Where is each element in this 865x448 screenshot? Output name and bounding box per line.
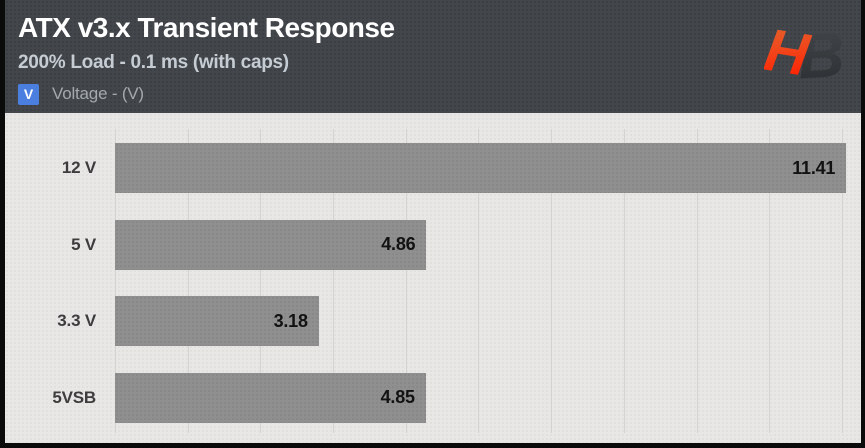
voltage-legend-icon: V <box>18 83 39 105</box>
value-label: 4.86 <box>381 234 416 255</box>
plot-area: 12 V 11.41 5 V 4.86 3.3 V 3.18 5VSB 4.85 <box>5 113 861 443</box>
gridlines <box>115 129 861 433</box>
category-label: 5 V <box>71 234 96 254</box>
chart-header: ATX v3.x Transient Response 200% Load - … <box>5 0 861 113</box>
chart-subtitle: 200% Load - 0.1 ms (with caps) <box>18 52 289 73</box>
value-label: 4.85 <box>380 387 415 408</box>
gridline <box>333 129 335 433</box>
chart-row: 12 V 11.41 <box>5 130 861 207</box>
bar-track: 4.85 <box>115 372 861 423</box>
bar-track: 3.18 <box>115 296 861 347</box>
chart-row: 5 V 4.86 <box>5 207 861 284</box>
gridline <box>769 129 771 433</box>
bar-rows: 12 V 11.41 5 V 4.86 3.3 V 3.18 5VSB 4.85 <box>5 113 861 443</box>
logo-letter-b: B <box>796 18 846 92</box>
gridline <box>623 129 625 433</box>
legend: V Voltage - (V) <box>18 83 144 105</box>
bar-track: 4.86 <box>115 219 861 270</box>
gridline <box>260 129 262 433</box>
gridline <box>551 129 553 433</box>
gridline <box>405 129 407 433</box>
gridline <box>115 129 116 433</box>
value-label: 11.41 <box>792 157 836 178</box>
value-label: 3.18 <box>273 310 308 331</box>
svg-text:B: B <box>796 18 846 92</box>
chart-row: 3.3 V 3.18 <box>5 283 861 360</box>
bar-5vsb: 4.85 <box>115 372 426 423</box>
gridline <box>841 129 843 433</box>
legend-label: Voltage - (V) <box>52 84 144 103</box>
bar-12v: 11.41 <box>115 143 847 194</box>
gridline <box>696 129 698 433</box>
category-label: 12 V <box>61 158 96 178</box>
category-label: 5VSB <box>52 387 96 407</box>
hardware-busters-logo-icon: B H <box>764 16 846 93</box>
category-label: 3.3 V <box>57 311 96 331</box>
chart-row: 5VSB 4.85 <box>5 360 861 437</box>
chart-title: ATX v3.x Transient Response <box>18 12 395 43</box>
bar-3.3v: 3.18 <box>115 296 319 347</box>
bar-track: 11.41 <box>115 143 861 194</box>
gridline <box>478 129 480 433</box>
gridline <box>187 129 189 433</box>
bar-5v: 4.86 <box>115 219 427 270</box>
